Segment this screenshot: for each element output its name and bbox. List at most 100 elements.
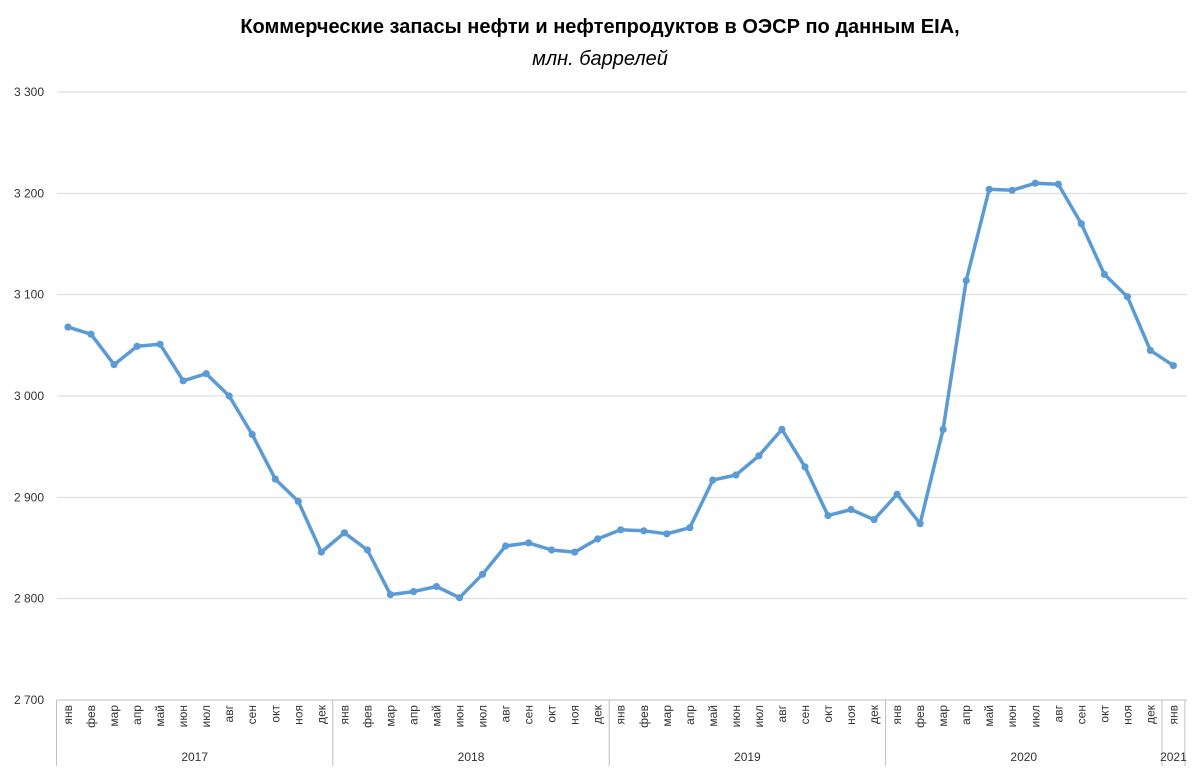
x-tick-label: июн bbox=[453, 705, 467, 727]
x-tick-label: ноя bbox=[568, 705, 582, 725]
x-tick-label: авг bbox=[1051, 704, 1065, 722]
data-point bbox=[594, 535, 602, 543]
data-point bbox=[824, 511, 832, 520]
data-point bbox=[1123, 293, 1131, 301]
y-tick-label: 3 100 bbox=[14, 288, 44, 302]
chart-subtitle: млн. баррелей bbox=[532, 48, 668, 70]
data-point bbox=[432, 582, 441, 591]
y-tick-label: 3 000 bbox=[14, 389, 44, 403]
x-tick-label: июн bbox=[1005, 705, 1019, 727]
data-point bbox=[87, 330, 95, 338]
data-point bbox=[363, 546, 371, 554]
data-point bbox=[455, 594, 464, 602]
year-label: 2021 bbox=[1160, 750, 1187, 764]
x-tick-label: дек bbox=[591, 704, 605, 724]
x-tick-label: фев bbox=[637, 705, 651, 728]
x-tick-label: апр bbox=[959, 705, 973, 725]
data-point bbox=[1031, 179, 1039, 187]
chart-title: Коммерческие запасы нефти и нефтепродукт… bbox=[240, 16, 959, 38]
data-point bbox=[847, 505, 855, 514]
x-tick-label: авг bbox=[222, 704, 236, 722]
year-label: 2020 bbox=[1010, 750, 1037, 764]
x-tick-label: ноя bbox=[291, 705, 305, 725]
x-tick-label: июл bbox=[476, 705, 490, 727]
x-tick-label: фев bbox=[913, 705, 927, 728]
data-point bbox=[1169, 362, 1177, 370]
x-tick-label: авг bbox=[775, 704, 789, 722]
data-point bbox=[939, 425, 947, 433]
x-tick-label: июл bbox=[199, 705, 213, 727]
x-tick-label: апр bbox=[130, 705, 144, 725]
x-tick-label: май bbox=[982, 705, 996, 727]
x-tick-label: апр bbox=[683, 705, 697, 725]
data-point bbox=[478, 570, 487, 578]
x-tick-label: янв bbox=[61, 705, 75, 725]
x-tick-label: янв bbox=[614, 705, 628, 725]
x-tick-label: окт bbox=[821, 705, 835, 723]
y-tick-label: 3 300 bbox=[14, 85, 44, 99]
x-tick-label: сен bbox=[1074, 705, 1088, 724]
data-point bbox=[893, 490, 901, 498]
data-point bbox=[156, 340, 164, 348]
x-tick-label: авг bbox=[499, 704, 513, 722]
data-point bbox=[179, 377, 187, 385]
x-axis bbox=[55, 699, 1187, 766]
x-tick-label: мар bbox=[936, 705, 950, 727]
gridlines bbox=[57, 91, 1187, 600]
data-point bbox=[340, 529, 348, 537]
data-point bbox=[571, 548, 579, 556]
x-tick-label: мар bbox=[383, 705, 397, 727]
data-point bbox=[1100, 270, 1108, 278]
y-tick-label: 2 800 bbox=[14, 592, 44, 606]
series-line bbox=[66, 181, 1176, 600]
x-tick-label: сен bbox=[245, 705, 259, 724]
data-point bbox=[409, 588, 418, 596]
y-tick-label: 2 900 bbox=[14, 490, 44, 504]
year-label: 2018 bbox=[458, 750, 485, 764]
data-point bbox=[617, 526, 625, 534]
data-point bbox=[870, 516, 878, 524]
x-tick-label: мар bbox=[660, 705, 674, 727]
x-tick-label: июн bbox=[729, 705, 743, 727]
data-point bbox=[294, 497, 302, 505]
x-tick-label: июл bbox=[1028, 705, 1042, 727]
data-point bbox=[271, 475, 279, 483]
data-point bbox=[916, 520, 924, 528]
x-tick-label: фев bbox=[84, 705, 98, 728]
data-point bbox=[1054, 180, 1062, 188]
data-point bbox=[1146, 346, 1154, 354]
x-tick-label: мар bbox=[107, 705, 121, 727]
data-point bbox=[755, 452, 763, 460]
data-point bbox=[1077, 220, 1085, 228]
x-tick-label: ноя bbox=[844, 705, 858, 725]
data-point bbox=[110, 361, 118, 369]
series-oecd-stocks bbox=[64, 179, 1177, 602]
data-point bbox=[962, 276, 970, 285]
y-tick-label: 2 700 bbox=[14, 693, 44, 707]
x-tick-label: янв bbox=[337, 705, 351, 725]
data-point bbox=[502, 542, 510, 550]
data-point bbox=[133, 342, 141, 350]
data-point bbox=[686, 524, 694, 532]
data-point bbox=[1008, 186, 1016, 194]
x-tick-label: июн bbox=[176, 705, 190, 727]
y-axis: 2 700 2 800 2 900 3 000 3 100 3 200 3 300 bbox=[14, 85, 44, 707]
x-tick-labels: янв фев мар апр май июн июл авг сен окт ноя дек2017… bbox=[61, 704, 1187, 764]
x-tick-label: дек bbox=[1143, 704, 1157, 724]
x-tick-label: июл bbox=[752, 705, 766, 727]
data-point bbox=[202, 370, 210, 378]
x-tick-label: дек bbox=[867, 704, 881, 724]
x-tick-label: дек bbox=[314, 704, 328, 724]
data-point bbox=[525, 539, 533, 547]
x-tick-label: май bbox=[429, 705, 443, 727]
x-tick-label: апр bbox=[406, 705, 420, 725]
x-tick-label: сен bbox=[798, 705, 812, 724]
x-tick-label: фев bbox=[360, 705, 374, 728]
x-tick-label: сен bbox=[522, 705, 536, 724]
data-point bbox=[663, 530, 671, 538]
x-tick-label: окт bbox=[1097, 705, 1111, 723]
x-tick-label: окт bbox=[545, 705, 559, 723]
x-tick-label: окт bbox=[268, 705, 282, 723]
x-tick-label: янв bbox=[1166, 705, 1180, 725]
